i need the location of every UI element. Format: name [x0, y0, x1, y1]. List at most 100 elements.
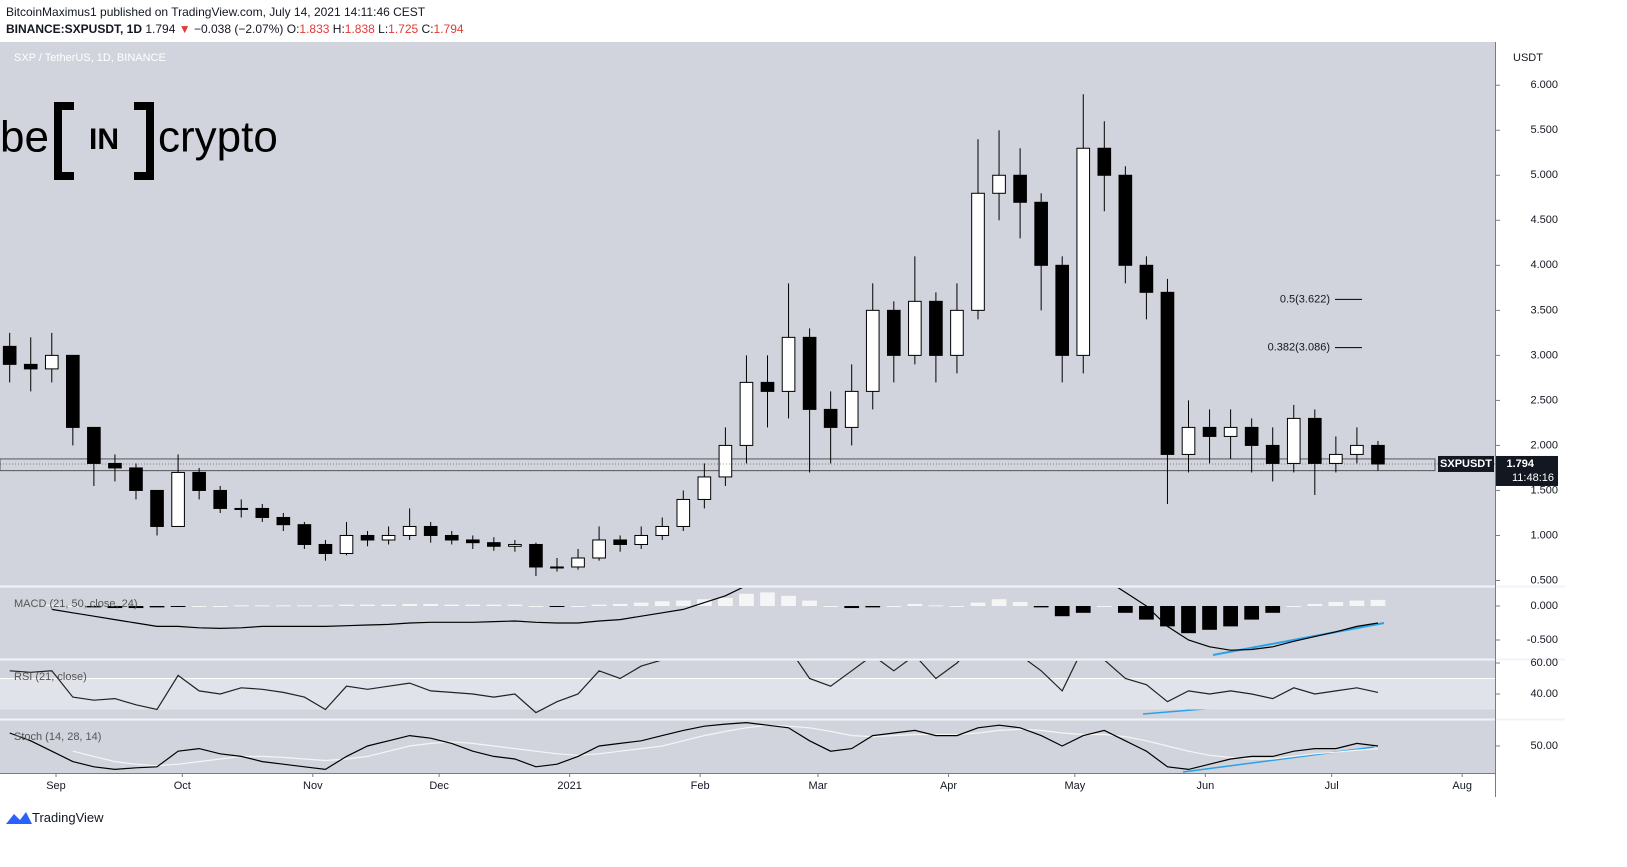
ohlc-line: BINANCE:SXPUSDT, 1D 1.794 ▼ −0.038 (−2.0… — [6, 21, 464, 38]
candle-body — [487, 542, 501, 547]
symbol-tag-text: SXPUSDT — [1440, 458, 1492, 470]
chart-title: SXP / TetherUS, 1D, BINANCE — [14, 52, 166, 64]
x-tick-label: Aug — [1452, 780, 1472, 792]
candle-body — [234, 507, 249, 510]
x-tick-label: Mar — [809, 780, 828, 792]
y-tick-label: 0.500 — [1530, 574, 1558, 586]
histogram-bar — [591, 604, 607, 607]
candle-body — [213, 489, 228, 509]
candle-body — [255, 507, 270, 518]
histogram-bar — [507, 604, 523, 607]
x-tick-label: Feb — [691, 780, 710, 792]
candle-body — [697, 476, 712, 500]
y-tick-label: 60.00 — [1530, 657, 1558, 669]
candle-body — [508, 543, 522, 547]
candle-body — [950, 309, 964, 356]
histogram-bar — [823, 606, 839, 608]
histogram-bar — [402, 603, 418, 607]
histogram-bar — [339, 604, 354, 607]
histogram-bar — [865, 606, 881, 608]
footer-text: TradingView — [32, 810, 104, 825]
last: 1.794 — [145, 22, 176, 36]
c: 1.794 — [433, 22, 464, 36]
candle-body — [444, 534, 459, 541]
histogram-bar — [1117, 606, 1133, 613]
watermark-left: be — [0, 113, 49, 162]
candle-body — [318, 543, 333, 554]
indicator-title: MACD (21, 50, close, 24) — [14, 598, 138, 610]
candle-body — [592, 539, 606, 559]
y-axis-label: USDT — [1513, 52, 1543, 64]
candle-body — [760, 381, 775, 392]
histogram-bar — [1286, 606, 1302, 608]
histogram-bar — [612, 603, 628, 607]
candle-body — [108, 462, 122, 469]
histogram-bar — [297, 605, 312, 607]
histogram-bar — [1012, 601, 1028, 607]
x-tick-label: Dec — [429, 780, 449, 792]
y-tick-label: -0.500 — [1527, 634, 1558, 646]
watermark: be IN crypto — [0, 102, 278, 180]
fib-label: 0.5(3.622) — [1280, 293, 1330, 305]
candle-body — [1139, 264, 1154, 293]
candle-body — [1350, 444, 1364, 455]
footer-logo — [6, 812, 32, 824]
histogram-bar — [86, 606, 102, 608]
histogram-bar — [970, 602, 986, 607]
candle-body — [865, 309, 880, 392]
candle-body — [87, 426, 101, 464]
candle-body — [844, 390, 859, 428]
watermark-middle: IN — [89, 123, 119, 156]
histogram-bar — [318, 605, 333, 607]
histogram-bar — [1244, 606, 1260, 620]
candle-body — [1202, 426, 1217, 437]
histogram-bar — [907, 603, 923, 607]
candle-body — [1371, 444, 1385, 465]
o: 1.833 — [299, 22, 330, 36]
candle-body — [781, 336, 796, 392]
candle-body — [992, 174, 1006, 194]
candle-body — [802, 336, 817, 410]
candle-body — [465, 539, 480, 544]
histogram-bar — [718, 597, 733, 607]
indicator-pane — [9, 721, 1379, 771]
publisher-line: BitcoinMaximus1 published on TradingView… — [6, 4, 464, 21]
histogram-bar — [781, 595, 796, 607]
y-tick-label: 1.500 — [1530, 484, 1558, 496]
y-tick-label: 2.500 — [1530, 394, 1558, 406]
histogram-bar — [233, 605, 249, 607]
chart: SXP / TetherUS, 1D, BINANCE USDT be IN c… — [0, 42, 1565, 797]
candle-body — [571, 557, 585, 568]
histogram-bar — [212, 606, 228, 608]
symbol-tag — [1438, 455, 1494, 472]
histogram-bar — [381, 604, 396, 607]
histogram-bar — [1265, 606, 1281, 613]
histogram-bar — [1033, 606, 1049, 608]
candle-body — [297, 524, 312, 545]
candle-body — [150, 489, 164, 527]
price-tag-value: 1.794 — [1506, 458, 1534, 470]
publisher: BitcoinMaximus1 published on TradingView… — [6, 5, 426, 19]
histogram-bar — [991, 599, 1007, 607]
candle-body — [971, 192, 985, 311]
candle-body — [1329, 453, 1343, 464]
y-tick-label: 1.000 — [1530, 529, 1558, 541]
candle-body — [360, 534, 375, 541]
indicator-line — [51, 588, 1379, 651]
histogram-bar — [949, 606, 965, 608]
histogram-bar — [149, 606, 165, 608]
histogram-bar — [1096, 606, 1112, 608]
candle-body — [171, 471, 185, 527]
candle-body — [1097, 147, 1112, 176]
histogram-bar — [107, 606, 123, 609]
header: BitcoinMaximus1 published on TradingView… — [6, 4, 464, 38]
histogram-bar — [1202, 606, 1217, 630]
watermark-right: crypto — [158, 113, 278, 162]
candle-body — [886, 309, 901, 356]
histogram-bar — [486, 604, 502, 607]
candle-body — [423, 525, 438, 536]
change: −0.038 (−2.07%) — [193, 22, 284, 36]
support-zone — [0, 458, 1436, 472]
histogram-bar — [1160, 606, 1175, 627]
candle-body — [402, 525, 417, 536]
